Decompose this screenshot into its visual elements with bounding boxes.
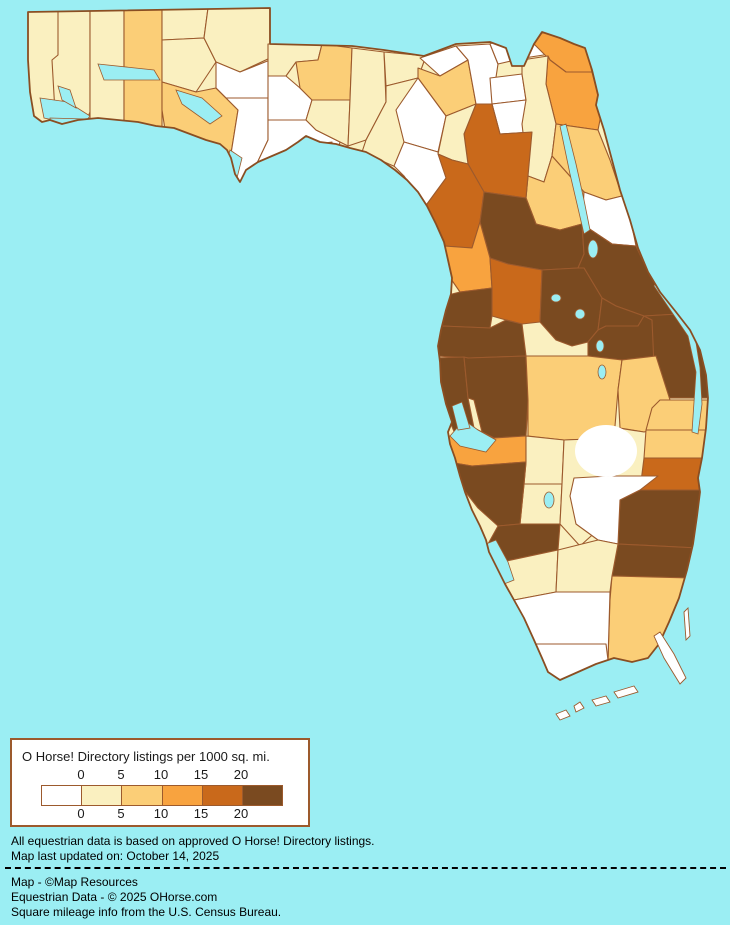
bay bbox=[451, 401, 471, 431]
tick-label: 20 bbox=[233, 767, 249, 782]
county-region bbox=[523, 435, 565, 485]
legend: O Horse! Directory listings per 1000 sq.… bbox=[10, 738, 310, 827]
county-layer bbox=[28, 8, 708, 680]
tick-label: 15 bbox=[193, 767, 209, 782]
credit-equestrian-data: Equestrian Data - © 2025 OHorse.com bbox=[11, 890, 218, 904]
county-region bbox=[569, 475, 659, 545]
legend-ticks-bottom: 0 5 10 15 20 bbox=[12, 806, 308, 821]
county-region bbox=[607, 575, 691, 665]
credits: Map - ©Map Resources Equestrian Data - ©… bbox=[11, 875, 281, 920]
key-island bbox=[613, 685, 639, 699]
county-region bbox=[639, 457, 707, 491]
note-data-source: All equestrian data is based on approved… bbox=[11, 834, 375, 848]
tick-label: 0 bbox=[77, 806, 85, 821]
tick-label: 5 bbox=[117, 767, 125, 782]
county-region bbox=[617, 489, 703, 549]
county-region bbox=[161, 8, 209, 41]
key-island bbox=[653, 631, 687, 685]
lake bbox=[595, 339, 605, 353]
tick-label: 5 bbox=[117, 806, 125, 821]
credit-square-mileage: Square mileage info from the U.S. Census… bbox=[11, 905, 282, 919]
bay bbox=[97, 63, 161, 81]
bay bbox=[57, 85, 77, 109]
county-region bbox=[489, 73, 527, 105]
tick-label: 10 bbox=[153, 767, 169, 782]
lake bbox=[587, 239, 599, 259]
county-region bbox=[435, 319, 527, 359]
county-region bbox=[161, 37, 217, 93]
legend-swatch bbox=[42, 786, 83, 805]
tick-label: 20 bbox=[233, 806, 249, 821]
dashed-separator bbox=[5, 867, 726, 869]
lake bbox=[543, 491, 555, 509]
key-island bbox=[591, 695, 611, 707]
county-region bbox=[611, 543, 699, 579]
data-notes: All equestrian data is based on approved… bbox=[11, 834, 375, 864]
county-region bbox=[643, 429, 708, 459]
credit-map: Map - ©Map Resources bbox=[11, 875, 138, 889]
florida-keys-islands bbox=[555, 606, 691, 721]
key-island bbox=[683, 606, 691, 642]
tick-label: 10 bbox=[153, 806, 169, 821]
lake bbox=[574, 308, 586, 320]
state-outline bbox=[27, 7, 709, 681]
key-island bbox=[573, 701, 585, 713]
county-region bbox=[519, 483, 563, 525]
key-island bbox=[555, 709, 571, 721]
note-last-updated: Map last updated on: October 14, 2025 bbox=[11, 849, 220, 863]
legend-title: O Horse! Directory listings per 1000 sq.… bbox=[22, 749, 270, 764]
county-region bbox=[441, 287, 493, 329]
legend-swatch bbox=[122, 786, 163, 805]
legend-swatch bbox=[242, 786, 283, 805]
legend-swatch bbox=[162, 786, 203, 805]
tick-label: 15 bbox=[193, 806, 209, 821]
legend-color-bar bbox=[41, 785, 283, 806]
legend-ticks-top: 0 5 10 15 20 bbox=[12, 767, 308, 782]
legend-swatch bbox=[82, 786, 123, 805]
lake bbox=[597, 364, 607, 380]
bay bbox=[175, 89, 223, 125]
county-region bbox=[555, 539, 619, 593]
lake bbox=[550, 293, 562, 303]
lake-okeechobee bbox=[575, 425, 637, 477]
tick-label: 0 bbox=[77, 767, 85, 782]
legend-swatch bbox=[202, 786, 243, 805]
river bbox=[559, 123, 591, 235]
